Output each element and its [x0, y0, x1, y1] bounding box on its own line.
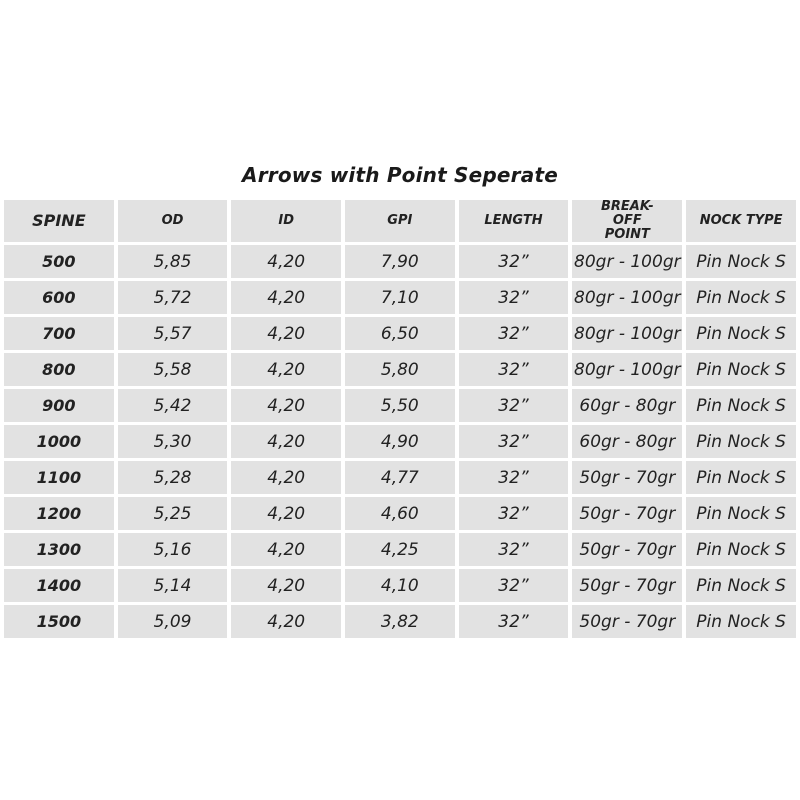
cell-break-off-point: 60gr - 80gr: [572, 389, 683, 422]
table-row: 1400 5,14 4,20 4,10 32” 50gr - 70gr Pin Nock S: [4, 569, 796, 602]
cell-id: 4,20: [231, 389, 341, 422]
cell-nock-type: Pin Nock S: [686, 533, 796, 566]
cell-od: 5,72: [117, 281, 228, 314]
cell-nock-type: Pin Nock S: [686, 425, 796, 458]
cell-break-off-point: 80gr - 100gr: [572, 353, 683, 386]
cell-break-off-point: 80gr - 100gr: [572, 245, 683, 278]
cell-nock-type: Pin Nock S: [686, 317, 796, 350]
cell-length: 32”: [458, 389, 569, 422]
cell-spine: 500: [4, 245, 114, 278]
header-id: ID: [231, 200, 341, 242]
header-break-off-point: BREAK-OFF POINT: [572, 200, 683, 242]
cell-break-off-point: 50gr - 70gr: [572, 497, 683, 530]
cell-gpi: 4,60: [345, 497, 455, 530]
cell-spine: 700: [4, 317, 114, 350]
cell-gpi: 4,77: [345, 461, 455, 494]
cell-break-off-point: 60gr - 80gr: [572, 425, 683, 458]
cell-id: 4,20: [231, 569, 341, 602]
cell-break-off-point: 80gr - 100gr: [572, 317, 683, 350]
cell-id: 4,20: [231, 353, 341, 386]
cell-gpi: 4,25: [345, 533, 455, 566]
table-row: 800 5,58 4,20 5,80 32” 80gr - 100gr Pin Nock S: [4, 353, 796, 386]
cell-id: 4,20: [231, 425, 341, 458]
header-length: LENGTH: [458, 200, 569, 242]
cell-break-off-point: 50gr - 70gr: [572, 569, 683, 602]
cell-length: 32”: [458, 569, 569, 602]
cell-spine: 800: [4, 353, 114, 386]
cell-gpi: 4,10: [345, 569, 455, 602]
table-row: 500 5,85 4,20 7,90 32” 80gr - 100gr Pin Nock S: [4, 245, 796, 278]
cell-length: 32”: [458, 533, 569, 566]
cell-nock-type: Pin Nock S: [686, 605, 796, 638]
cell-id: 4,20: [231, 461, 341, 494]
header-gpi: GPI: [345, 200, 455, 242]
cell-nock-type: Pin Nock S: [686, 281, 796, 314]
cell-od: 5,30: [117, 425, 228, 458]
cell-spine: 1300: [4, 533, 114, 566]
cell-od: 5,09: [117, 605, 228, 638]
cell-length: 32”: [458, 461, 569, 494]
table-row: 600 5,72 4,20 7,10 32” 80gr - 100gr Pin Nock S: [4, 281, 796, 314]
cell-spine: 1200: [4, 497, 114, 530]
cell-spine: 1500: [4, 605, 114, 638]
cell-nock-type: Pin Nock S: [686, 245, 796, 278]
cell-spine: 1100: [4, 461, 114, 494]
cell-spine: 600: [4, 281, 114, 314]
cell-od: 5,58: [117, 353, 228, 386]
cell-length: 32”: [458, 605, 569, 638]
cell-break-off-point: 80gr - 100gr: [572, 281, 683, 314]
cell-break-off-point: 50gr - 70gr: [572, 461, 683, 494]
arrow-spec-table: SPINE OD ID GPI LENGTH BREAK-OFF POINT NOCK TY…: [0, 197, 800, 641]
header-row: SPINE OD ID GPI LENGTH BREAK-OFF POINT NOCK TY…: [4, 200, 796, 242]
table-row: 1200 5,25 4,20 4,60 32” 50gr - 70gr Pin Nock S: [4, 497, 796, 530]
cell-od: 5,14: [117, 569, 228, 602]
cell-nock-type: Pin Nock S: [686, 389, 796, 422]
cell-gpi: 5,80: [345, 353, 455, 386]
cell-break-off-point: 50gr - 70gr: [572, 533, 683, 566]
cell-spine: 1400: [4, 569, 114, 602]
header-nock-type: NOCK TYPE: [686, 200, 796, 242]
cell-od: 5,16: [117, 533, 228, 566]
table-row: 700 5,57 4,20 6,50 32” 80gr - 100gr Pin Nock S: [4, 317, 796, 350]
cell-id: 4,20: [231, 317, 341, 350]
cell-od: 5,85: [117, 245, 228, 278]
table-row: 900 5,42 4,20 5,50 32” 60gr - 80gr Pin Nock S: [4, 389, 796, 422]
cell-length: 32”: [458, 353, 569, 386]
cell-spine: 1000: [4, 425, 114, 458]
cell-nock-type: Pin Nock S: [686, 569, 796, 602]
cell-gpi: 7,90: [345, 245, 455, 278]
header-od: OD: [117, 200, 228, 242]
cell-id: 4,20: [231, 497, 341, 530]
cell-od: 5,42: [117, 389, 228, 422]
cell-length: 32”: [458, 281, 569, 314]
cell-id: 4,20: [231, 245, 341, 278]
cell-gpi: 4,90: [345, 425, 455, 458]
cell-break-off-point: 50gr - 70gr: [572, 605, 683, 638]
cell-gpi: 5,50: [345, 389, 455, 422]
table-title: Arrows with Point Seperate: [242, 163, 558, 187]
cell-gpi: 6,50: [345, 317, 455, 350]
cell-od: 5,25: [117, 497, 228, 530]
cell-id: 4,20: [231, 533, 341, 566]
cell-length: 32”: [458, 497, 569, 530]
cell-od: 5,57: [117, 317, 228, 350]
cell-spine: 900: [4, 389, 114, 422]
cell-length: 32”: [458, 317, 569, 350]
header-spine: SPINE: [4, 200, 114, 242]
cell-length: 32”: [458, 425, 569, 458]
cell-nock-type: Pin Nock S: [686, 353, 796, 386]
cell-gpi: 3,82: [345, 605, 455, 638]
cell-gpi: 7,10: [345, 281, 455, 314]
cell-nock-type: Pin Nock S: [686, 497, 796, 530]
cell-id: 4,20: [231, 605, 341, 638]
cell-id: 4,20: [231, 281, 341, 314]
cell-nock-type: Pin Nock S: [686, 461, 796, 494]
table-row: 1100 5,28 4,20 4,77 32” 50gr - 70gr Pin Nock S: [4, 461, 796, 494]
table-row: 1300 5,16 4,20 4,25 32” 50gr - 70gr Pin Nock S: [4, 533, 796, 566]
table-row: 1000 5,30 4,20 4,90 32” 60gr - 80gr Pin Nock S: [4, 425, 796, 458]
cell-length: 32”: [458, 245, 569, 278]
table-row: 1500 5,09 4,20 3,82 32” 50gr - 70gr Pin Nock S: [4, 605, 796, 638]
cell-od: 5,28: [117, 461, 228, 494]
